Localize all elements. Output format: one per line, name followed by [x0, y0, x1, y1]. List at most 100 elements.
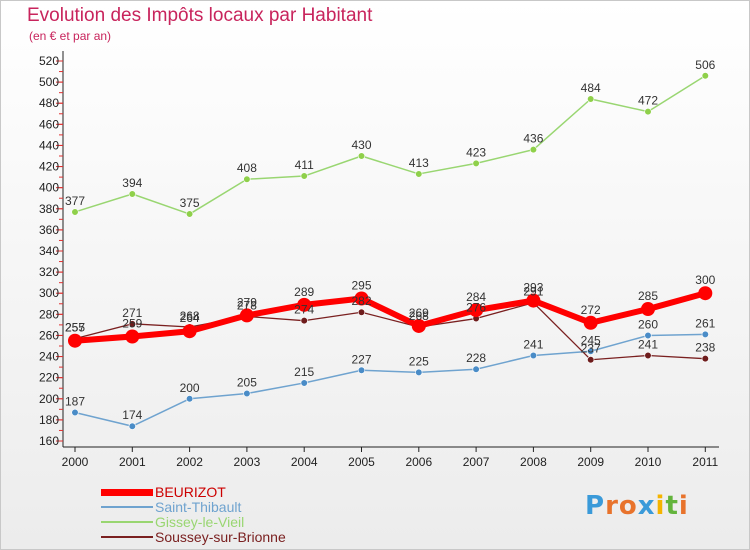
data-label-soussey-sur-brionne: 278 [237, 298, 257, 312]
data-label-gissey-le-vieil: 484 [581, 81, 601, 95]
data-point-soussey-sur-brionne [587, 356, 595, 364]
y-tick-label: 260 [39, 328, 59, 342]
data-label-soussey-sur-brionne: 268 [409, 309, 429, 323]
data-label-soussey-sur-brionne: 282 [351, 294, 371, 308]
data-label-beurizot: 295 [351, 279, 371, 293]
data-point-gissey-le-vieil [644, 108, 652, 116]
logo-letter: r [605, 491, 619, 521]
data-point-gissey-le-vieil [128, 190, 136, 198]
x-tick-label: 2002 [176, 455, 203, 469]
data-point-gissey-le-vieil [587, 95, 595, 103]
data-label-saint-thibault: 260 [638, 317, 658, 331]
data-label-gissey-le-vieil: 413 [409, 156, 429, 170]
data-label-saint-thibault: 200 [180, 381, 200, 395]
y-tick-label: 340 [39, 244, 59, 258]
x-tick-label: 2008 [520, 455, 547, 469]
data-point-gissey-le-vieil [472, 159, 480, 167]
data-label-beurizot: 259 [122, 317, 142, 331]
data-point-beurizot [68, 333, 82, 348]
series-line-soussey-sur-brionne [74, 302, 706, 361]
data-point-saint-thibault [644, 331, 652, 340]
y-tick-label: 480 [39, 96, 59, 110]
legend: BEURIZOT Saint-Thibault Gissey-le-Vieil Sou… [101, 484, 361, 545]
data-point-saint-thibault [701, 330, 709, 338]
logo-letter: P [585, 491, 606, 521]
y-tick-label: 240 [39, 350, 59, 364]
data-label-soussey-sur-brionne: 241 [638, 338, 658, 352]
y-tick-label: 220 [39, 371, 59, 385]
data-label-beurizot: 255 [65, 321, 85, 335]
data-label-saint-thibault: 205 [237, 376, 257, 390]
data-label-beurizot: 284 [466, 290, 486, 304]
x-tick-label: 2000 [62, 455, 89, 469]
data-point-saint-thibault [128, 422, 136, 430]
x-tick-label: 2001 [119, 455, 146, 469]
data-point-gissey-le-vieil [243, 175, 251, 183]
y-tick-label: 320 [39, 265, 59, 279]
data-label-saint-thibault: 215 [294, 365, 314, 379]
y-tick-label: 200 [39, 392, 59, 406]
data-label-gissey-le-vieil: 408 [237, 161, 257, 175]
data-label-beurizot: 285 [638, 289, 658, 303]
logo-letter: t [665, 491, 679, 521]
y-tick-label: 380 [39, 202, 59, 216]
data-label-saint-thibault: 227 [351, 352, 371, 366]
logo-letter: i [655, 491, 666, 521]
axes: 160 180 200 220 240 260 280 300 320 340 360 380 400 4… [39, 51, 719, 469]
x-tick-label: 2004 [291, 455, 318, 469]
chart-title: Evolution des Impôts locaux par Habitant [27, 5, 373, 26]
data-label-gissey-le-vieil: 377 [65, 194, 85, 208]
data-label-saint-thibault: 261 [695, 316, 715, 330]
data-label-soussey-sur-brionne: 238 [695, 341, 715, 355]
data-label-soussey-sur-brionne: 276 [466, 301, 486, 315]
y-tick-label: 400 [39, 181, 59, 195]
data-point-gissey-le-vieil [300, 172, 308, 180]
data-label-gissey-le-vieil: 430 [351, 138, 371, 152]
data-label-soussey-sur-brionne: 237 [581, 342, 601, 356]
y-tick-label: 520 [39, 54, 59, 68]
data-label-soussey-sur-brionne: 271 [122, 306, 142, 320]
chart-subtitle: (en € et par an) [29, 29, 112, 43]
series-layer [68, 72, 713, 430]
data-point-saint-thibault [472, 365, 480, 373]
legend-item-saint-thibault: Saint-Thibault [101, 499, 361, 515]
data-label-saint-thibault: 174 [122, 408, 142, 422]
logo-letter: i [678, 491, 689, 521]
data-point-saint-thibault [186, 395, 194, 403]
data-label-gissey-le-vieil: 472 [638, 94, 658, 108]
data-point-soussey-sur-brionne [128, 320, 136, 328]
data-label-saint-thibault: 187 [65, 395, 85, 409]
y-tick-label: 280 [39, 307, 59, 321]
data-point-soussey-sur-brionne [701, 355, 709, 363]
legend-label: Gissey-le-Vieil [155, 514, 245, 530]
data-point-beurizot [297, 297, 312, 312]
data-point-soussey-sur-brionne [644, 351, 652, 360]
series-line-gissey-le-vieil [74, 75, 707, 215]
legend-swatch [101, 536, 153, 538]
data-label-soussey-sur-brionne: 291 [523, 285, 543, 299]
data-point-gissey-le-vieil [701, 72, 709, 80]
data-label-beurizot: 269 [409, 306, 429, 320]
data-label-beurizot: 289 [294, 285, 314, 299]
y-tick-label: 420 [39, 160, 59, 174]
y-tick-label: 360 [39, 223, 59, 237]
legend-label: Soussey-sur-Brionne [155, 529, 286, 545]
data-label-beurizot: 293 [523, 281, 543, 295]
data-point-saint-thibault [529, 351, 538, 360]
x-tick-label: 2007 [463, 455, 490, 469]
data-label-beurizot: 279 [237, 295, 257, 309]
x-tick-label: 2006 [405, 455, 432, 469]
data-point-beurizot [125, 329, 140, 344]
series-line-saint-thibault [74, 333, 707, 427]
logo-letter: x [637, 491, 656, 521]
data-point-beurizot [698, 286, 713, 301]
data-point-beurizot [182, 324, 197, 339]
data-point-gissey-le-vieil [415, 170, 423, 178]
y-tick-label: 440 [39, 138, 59, 152]
data-point-saint-thibault [587, 347, 595, 355]
data-label-beurizot: 300 [695, 273, 715, 287]
legend-swatch [101, 488, 153, 496]
data-label-saint-thibault: 228 [466, 351, 486, 365]
